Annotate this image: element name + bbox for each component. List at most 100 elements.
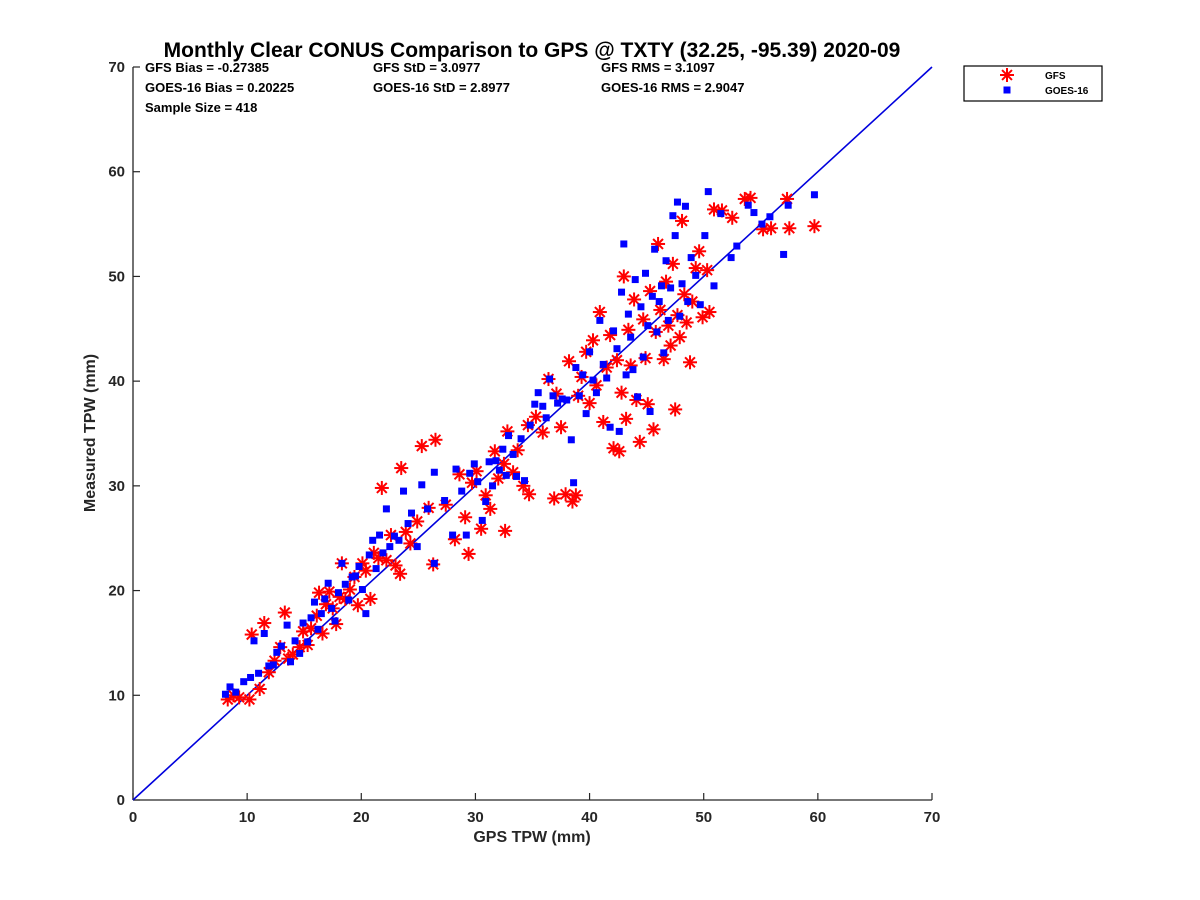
legend-goes-label: GOES-16 [1045,86,1089,97]
goes-16-point [296,649,304,657]
goes-16-point [599,360,607,368]
gfs-point [257,616,272,631]
goes-16-point [660,349,668,357]
gfs-point [428,432,443,447]
goes-16-point [462,531,470,539]
goes-16-point [400,487,408,495]
goes-rms-text: GOES-16 RMS = 2.9047 [601,80,744,95]
goes-16-point [250,637,258,645]
goes-16-point [260,630,268,638]
gfs-point [410,514,425,529]
x-tick-label: 70 [924,809,941,826]
gfs-point [358,563,373,578]
legend-box [963,65,1103,102]
gfs-point [342,582,357,597]
goes-16-point [642,269,650,277]
goes-16-point [710,282,718,290]
goes-16-point [277,642,285,650]
gfs-point [394,461,409,476]
goes-16-point [651,245,659,253]
gfs-point [619,411,634,426]
data-points [220,188,822,707]
goes-16-point [744,201,752,209]
gfs-point [672,330,687,345]
goes-16-point [673,198,681,206]
gfs-point [522,487,537,502]
y-axis-label: Measured TPW (mm) [82,354,99,512]
gfs-point [627,292,642,307]
goes-16-point [671,232,679,240]
goes-16-point [328,604,336,612]
goes-16-point [750,209,758,217]
goes-16-point [517,435,525,443]
gfs-point [350,598,365,613]
goes-16-point [613,345,621,353]
goes-16-point [334,589,342,597]
goes-16-point [704,188,712,196]
y-tick-label: 20 [108,583,125,600]
gfs-point [585,333,600,348]
gfs-point [393,566,408,581]
goes-16-point [554,399,562,407]
goes-16-point [631,276,639,284]
goes-16-point [563,396,571,404]
goes-16-point [509,450,517,458]
gfs-point [491,471,506,486]
goes-16-point [624,310,632,318]
goes-16-point [485,458,493,466]
goes-16-point [653,328,661,336]
goes-16-point [717,210,725,218]
x-ticks: 0 10 20 30 40 50 60 70 [129,793,941,826]
goes-16-point [684,298,692,306]
goes-16-point [620,240,628,248]
goes-16-point [470,460,478,468]
goes-16-point [404,520,412,528]
goes-16-point [355,562,363,570]
gfs-point [483,501,498,516]
goes-16-point [474,478,482,486]
goes-16-point [358,586,366,594]
gfs-point [498,523,513,538]
gfs-point [612,444,627,459]
goes-16-point [430,468,438,476]
one-to-one-line [132,66,933,801]
goes-16-point [669,212,677,220]
goes-16-point [390,532,398,540]
gfs-point [764,221,779,236]
gfs-point [653,302,668,317]
goes-16-point [408,509,416,517]
goes-16-point [331,617,339,625]
gfs-point [596,414,611,429]
goes-16-point [338,559,346,567]
gfs-bias-text: GFS Bias = -0.27385 [145,60,269,75]
legend-gfs-label: GFS [1045,71,1066,82]
goes-16-point [667,284,675,292]
goes-16-point [646,408,654,416]
goes-16-point [269,661,277,669]
gfs-point [458,510,473,525]
goes-16-point [352,572,360,580]
goes-16-point [582,410,590,418]
gfs-point [688,261,703,276]
goes-16-point [657,282,665,290]
gfs-point [663,338,678,353]
goes-16-point [505,432,513,440]
gfs-point [535,425,550,440]
gfs-point [679,315,694,330]
goes-16-point [365,551,373,559]
goes-16-point [430,559,438,567]
goes-legend-symbol [1003,86,1011,94]
goes-16-point [299,619,307,627]
goes-16-point [382,505,390,513]
goes-16-point [369,536,377,544]
goes-16-point [570,479,578,487]
goes-16-point [586,348,594,356]
plot-area: 0 10 20 30 40 50 60 70 0 10 20 30 40 50 60 70 [108,59,940,826]
gfs-point [474,521,489,536]
goes-16-point [596,316,604,324]
goes-16-point [634,393,642,401]
goes-16-point [733,242,741,250]
goes-16-point [273,648,281,656]
goes-bias-text: GOES-16 Bias = 0.20225 [145,80,294,95]
goes-16-point [784,201,792,209]
